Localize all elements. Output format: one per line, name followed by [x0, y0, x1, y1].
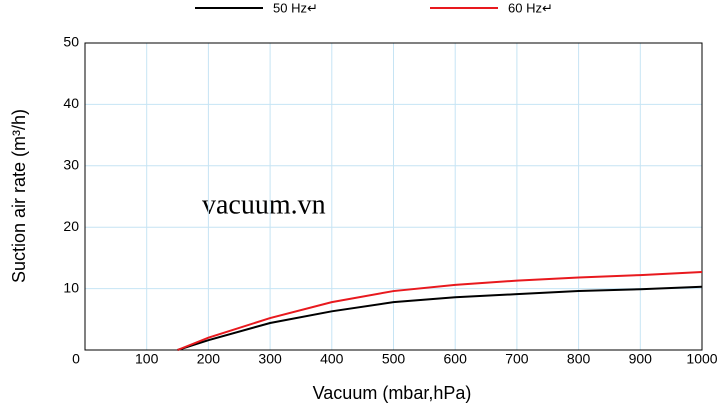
y-tick-label: 50 [63, 34, 79, 50]
x-tick-label: 0 [72, 351, 80, 367]
x-tick-label: 500 [382, 351, 406, 367]
x-tick-label: 900 [629, 351, 653, 367]
line [177, 285, 703, 351]
y-tick-label: 10 [63, 279, 79, 295]
y-tick-label: 20 [63, 218, 79, 234]
plot-frame [84, 42, 703, 351]
watermark: vacuum.vn [202, 189, 326, 220]
legend-label: 60 Hz↵ [508, 0, 553, 15]
x-tick-label: 100 [135, 351, 159, 367]
x-tick-label: 800 [567, 351, 591, 367]
x-tick-label: 200 [197, 351, 221, 367]
y-tick-label: 30 [63, 157, 79, 173]
y-axis-label: Suction air rate (m³/h) [9, 109, 29, 283]
x-tick-label: 700 [505, 351, 529, 367]
x-tick-label: 300 [258, 351, 282, 367]
legend-label: 50 Hz↵ [273, 0, 318, 15]
y-tick-label: 40 [63, 95, 79, 111]
line [177, 271, 703, 351]
x-axis-label: Vacuum (mbar,hPa) [313, 383, 472, 403]
x-tick-label: 600 [444, 351, 468, 367]
x-tick-label: 1000 [686, 351, 717, 367]
x-tick-label: 400 [320, 351, 344, 367]
